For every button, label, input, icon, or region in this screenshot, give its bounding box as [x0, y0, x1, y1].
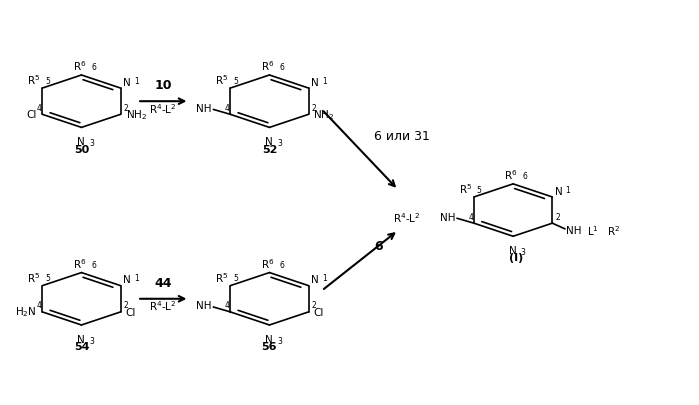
- Text: 10: 10: [154, 79, 172, 92]
- Text: 6: 6: [279, 63, 284, 72]
- Text: 6: 6: [523, 172, 528, 181]
- Text: N: N: [312, 78, 319, 87]
- Text: NH: NH: [566, 225, 582, 235]
- Text: 6: 6: [91, 63, 96, 72]
- Text: 3: 3: [89, 139, 94, 148]
- Text: 4: 4: [36, 104, 41, 113]
- Text: R$^6$: R$^6$: [504, 168, 518, 181]
- Text: 6 или 31: 6 или 31: [374, 129, 430, 142]
- Text: 56: 56: [261, 341, 278, 351]
- Text: 5: 5: [233, 274, 238, 283]
- Text: R$^6$: R$^6$: [261, 256, 274, 270]
- Text: 1: 1: [565, 185, 570, 194]
- Text: 4: 4: [36, 301, 41, 310]
- Text: N: N: [124, 78, 131, 87]
- Text: 6: 6: [279, 260, 284, 269]
- Text: (I): (I): [510, 253, 524, 263]
- Text: R$^2$: R$^2$: [607, 223, 620, 237]
- Text: R$^4$-L$^2$: R$^4$-L$^2$: [149, 102, 177, 115]
- Text: Cl: Cl: [126, 307, 136, 317]
- Text: R$^5$: R$^5$: [27, 271, 40, 284]
- Text: R$^5$: R$^5$: [215, 271, 228, 284]
- Text: 2: 2: [124, 104, 128, 113]
- Text: R$^5$: R$^5$: [215, 73, 228, 87]
- Text: N: N: [124, 275, 131, 285]
- Text: 2: 2: [555, 212, 560, 221]
- Text: 2: 2: [312, 301, 316, 310]
- Text: 3: 3: [277, 139, 282, 148]
- Text: 4: 4: [224, 301, 229, 310]
- Text: H$_2$N: H$_2$N: [15, 305, 36, 319]
- Text: N: N: [265, 137, 273, 147]
- Text: 3: 3: [521, 247, 526, 256]
- Text: 3: 3: [89, 336, 94, 345]
- Text: R$^6$: R$^6$: [73, 256, 86, 270]
- Text: R$^4$-L$^2$: R$^4$-L$^2$: [149, 299, 177, 313]
- Text: R$^5$: R$^5$: [27, 73, 40, 87]
- Text: NH$_2$: NH$_2$: [313, 108, 335, 122]
- Text: 5: 5: [477, 185, 482, 194]
- Text: NH: NH: [440, 212, 455, 222]
- Text: Cl: Cl: [27, 110, 36, 119]
- Text: 50: 50: [74, 144, 89, 154]
- Text: R$^4$-L$^2$: R$^4$-L$^2$: [393, 210, 420, 224]
- Text: 1: 1: [322, 77, 326, 85]
- Text: 5: 5: [45, 77, 50, 85]
- Text: R$^6$: R$^6$: [73, 59, 86, 73]
- Text: 54: 54: [73, 341, 89, 351]
- Text: 4: 4: [468, 212, 473, 221]
- Text: 6: 6: [91, 260, 96, 269]
- Text: NH$_2$: NH$_2$: [126, 108, 147, 122]
- Text: NH: NH: [196, 301, 211, 311]
- Text: 5: 5: [45, 274, 50, 283]
- Text: 5: 5: [233, 77, 238, 85]
- Text: R$^6$: R$^6$: [261, 59, 274, 73]
- Text: 1: 1: [134, 274, 138, 283]
- Text: N: N: [509, 245, 517, 256]
- Text: Cl: Cl: [313, 307, 324, 317]
- Text: 2: 2: [124, 301, 128, 310]
- Text: 44: 44: [154, 276, 172, 289]
- Text: 52: 52: [261, 144, 277, 154]
- Text: 6: 6: [374, 240, 382, 253]
- Text: N: N: [265, 334, 273, 344]
- Text: N: N: [77, 137, 85, 147]
- Text: 1: 1: [134, 77, 138, 85]
- Text: 2: 2: [312, 104, 316, 113]
- Text: L$^1$: L$^1$: [587, 223, 599, 237]
- Text: 4: 4: [224, 104, 229, 113]
- Text: R$^5$: R$^5$: [459, 182, 472, 196]
- Text: NH: NH: [196, 104, 211, 113]
- Text: 1: 1: [322, 274, 326, 283]
- Text: 3: 3: [277, 336, 282, 345]
- Text: N: N: [555, 186, 563, 196]
- Text: N: N: [312, 275, 319, 285]
- Text: N: N: [77, 334, 85, 344]
